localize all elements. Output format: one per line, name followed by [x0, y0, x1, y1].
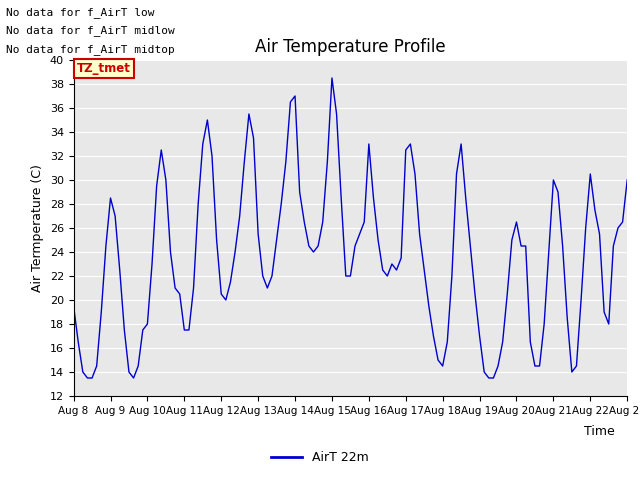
Title: Air Temperature Profile: Air Temperature Profile [255, 37, 445, 56]
Y-axis label: Air Termperature (C): Air Termperature (C) [31, 164, 44, 292]
Text: No data for f_AirT midlow: No data for f_AirT midlow [6, 25, 175, 36]
Text: No data for f_AirT midtop: No data for f_AirT midtop [6, 44, 175, 55]
Legend: AirT 22m: AirT 22m [266, 446, 374, 469]
Text: TZ_tmet: TZ_tmet [77, 62, 131, 75]
Text: No data for f_AirT low: No data for f_AirT low [6, 7, 155, 18]
Text: Time: Time [584, 425, 614, 438]
